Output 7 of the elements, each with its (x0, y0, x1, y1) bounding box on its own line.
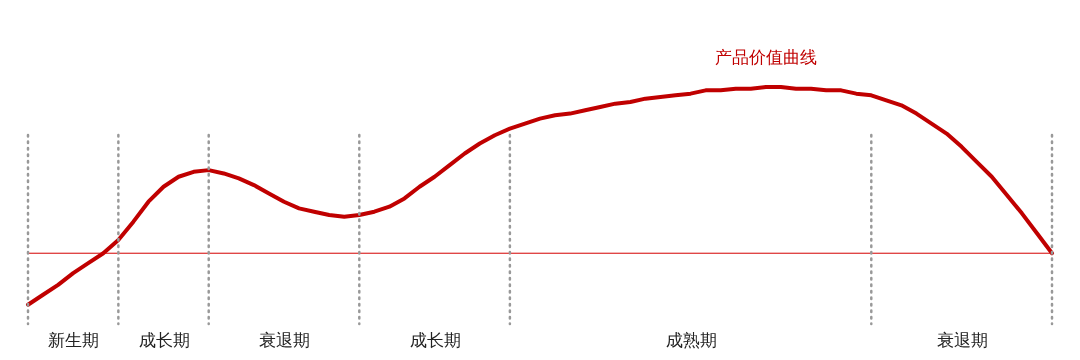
x-tick-label: 成长期 (138, 329, 190, 350)
x-tick-label: 新生期 (48, 329, 100, 350)
series-label: 产品价值曲线 (714, 47, 817, 68)
x-tick-label: 衰退期 (936, 329, 988, 350)
x-tick-label: 成长期 (409, 329, 461, 350)
x-tick-label: 衰退期 (259, 329, 310, 350)
x-tick-label: 成熟期 (665, 329, 717, 350)
